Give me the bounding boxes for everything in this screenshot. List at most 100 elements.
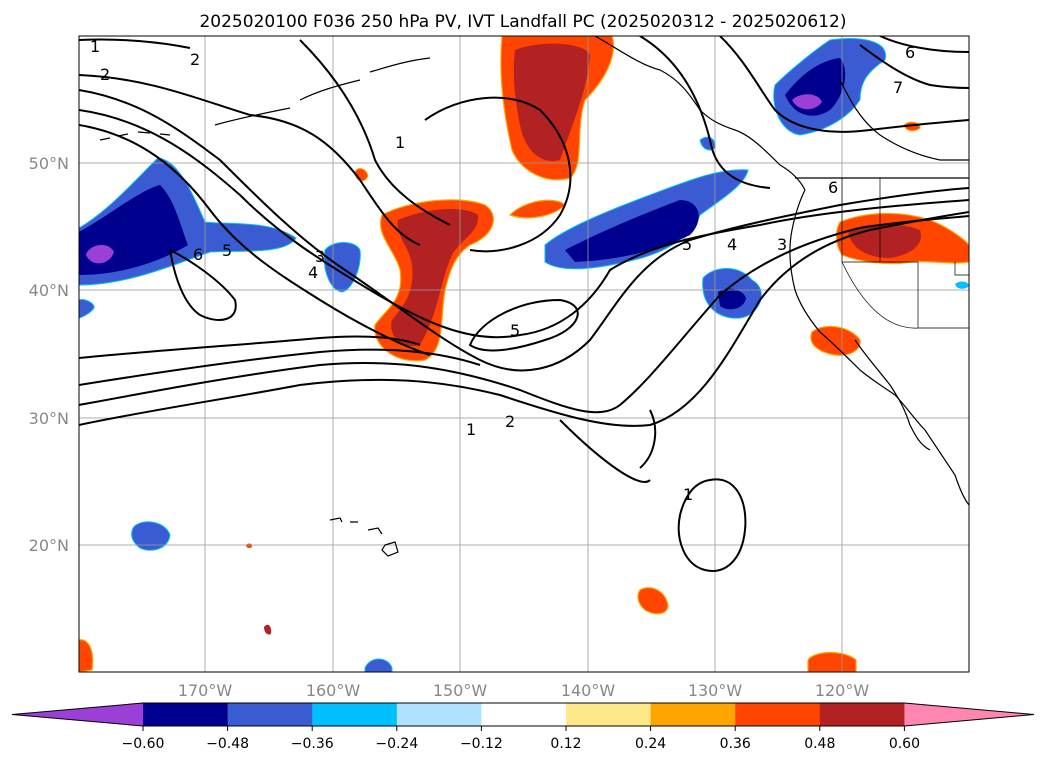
colorbar-segment xyxy=(819,703,905,726)
canada-inlet xyxy=(839,79,969,161)
contour-label: 6 xyxy=(828,178,838,197)
contour-central-1 xyxy=(424,96,572,253)
state-borders xyxy=(841,178,969,329)
colorbar-segment xyxy=(396,703,482,726)
neg-region-hawaii xyxy=(131,521,171,551)
neg-region-west-purple xyxy=(86,244,114,264)
colorbar-tick-label: 0.12 xyxy=(550,736,581,752)
colorbar-tick-label: −0.24 xyxy=(375,736,418,752)
contour-jet-4 xyxy=(79,335,421,359)
contour-labels: 1 2 2 1 6 7 6 5 4 3 6 5 3 4 5 1 2 1 xyxy=(90,37,915,504)
colorbar: −0.60 −0.48 −0.36 −0.24 −0.12 0.12 0.24 0.36 0.4… xyxy=(11,702,1035,752)
map-frame xyxy=(78,35,970,673)
contour-label: 1 xyxy=(395,133,405,152)
colorbar-tick-label: −0.12 xyxy=(460,736,503,752)
pos-region-central-core xyxy=(391,208,479,346)
pos-region-south-3 xyxy=(79,639,94,672)
colorbar-segment xyxy=(735,703,821,726)
contour-label: 3 xyxy=(777,235,787,254)
lat-label: 40°N xyxy=(29,281,69,300)
contour-ridge-east-3 xyxy=(859,44,969,89)
lon-label: 120°W xyxy=(815,681,870,700)
latitude-labels: 50°N 40°N 30°N 20°N xyxy=(29,154,69,555)
coastlines xyxy=(99,36,969,557)
colorbar-segment xyxy=(312,703,398,726)
neg-region-north-purple xyxy=(792,94,822,110)
lon-label: 160°W xyxy=(306,681,361,700)
contour-1-central-north xyxy=(299,39,451,226)
neg-region-small-west xyxy=(79,299,95,319)
colorbar-tick-label: −0.48 xyxy=(206,736,249,752)
contour-label: 4 xyxy=(308,263,318,282)
colorbar-segment xyxy=(227,703,313,726)
lon-label: 140°W xyxy=(561,681,616,700)
colorbar-segment xyxy=(650,703,736,726)
colorbar-tick-label: −0.36 xyxy=(291,736,334,752)
lat-label: 20°N xyxy=(29,536,69,555)
contour-1-north xyxy=(79,38,191,49)
contour-loop-5 xyxy=(468,298,579,352)
lon-label: 150°W xyxy=(433,681,488,700)
contour-label: 3 xyxy=(315,247,325,266)
lon-label: 170°W xyxy=(178,681,233,700)
neg-region-dot xyxy=(955,281,969,289)
colorbar-extend-max xyxy=(904,703,1034,726)
pos-region-south-1 xyxy=(637,587,669,615)
pos-region-north-core xyxy=(513,43,590,161)
neg-region-130w-core xyxy=(718,288,746,310)
contour-trough-2 xyxy=(79,109,969,339)
contour-ridge-east-4 xyxy=(879,36,969,53)
colorbar-tick-label: −0.60 xyxy=(122,736,165,752)
contour-label: 5 xyxy=(222,241,232,260)
alaska-coast xyxy=(594,36,806,191)
contour-label: 5 xyxy=(510,321,520,340)
contour-label: 1 xyxy=(683,485,693,504)
contour-label: 6 xyxy=(905,43,915,62)
contour-2-northwest xyxy=(79,74,421,246)
lat-label: 30°N xyxy=(29,409,69,428)
contour-jet-3 xyxy=(79,348,481,386)
contour-ridge-east-2 xyxy=(719,36,969,133)
contour-west-loop xyxy=(169,249,237,321)
negative-anomaly-regions xyxy=(79,38,969,672)
pos-region-california-core xyxy=(848,224,921,258)
pos-region-dot-3 xyxy=(264,624,272,635)
colorbar-segment xyxy=(143,703,229,726)
contour-south-loop xyxy=(559,409,657,483)
colorbar-tick-label: 0.24 xyxy=(635,736,666,752)
contour-label: 1 xyxy=(90,37,100,56)
map-panel: 1 2 2 1 6 7 6 5 4 3 6 5 3 4 5 1 2 1 xyxy=(78,35,970,673)
contour-label: 7 xyxy=(893,78,903,97)
neg-region-south xyxy=(364,658,393,672)
colorbar-tick-label: 0.36 xyxy=(720,736,751,752)
baja-peninsula xyxy=(854,339,931,451)
hawaii-islands xyxy=(329,517,399,557)
contour-label: 4 xyxy=(727,235,737,254)
contour-jet-1 xyxy=(79,211,969,427)
colorbar-extend-min xyxy=(12,703,143,726)
longitude-labels: 170°W 160°W 150°W 140°W 130°W 120°W xyxy=(178,681,870,700)
neg-region-140w-core xyxy=(565,200,699,262)
contour-label: 2 xyxy=(190,50,200,69)
colorbar-segment xyxy=(566,703,652,726)
contour-trough-1 xyxy=(79,89,969,372)
colorbar-tick-label: 0.60 xyxy=(889,736,920,752)
contour-label: 6 xyxy=(193,245,203,264)
lat-label: 50°N xyxy=(29,154,69,173)
contour-ridge-east-1 xyxy=(639,36,771,189)
contour-jet-2 xyxy=(79,215,969,414)
contour-label: 1 xyxy=(466,420,476,439)
lon-label: 130°W xyxy=(688,681,743,700)
colorbar-tick-label: 0.48 xyxy=(804,736,835,752)
gridlines xyxy=(79,36,969,672)
positive-anomaly-regions xyxy=(79,36,969,672)
figure-title: 2025020100 F036 250 hPa PV, IVT Landfall… xyxy=(199,12,846,32)
pos-region-baja xyxy=(810,325,861,356)
west-coast xyxy=(789,189,969,506)
contour-trough-3 xyxy=(79,124,431,356)
contour-low-1 xyxy=(677,478,747,572)
contour-label: 2 xyxy=(100,65,110,84)
pos-region-south-2 xyxy=(807,651,857,672)
pv-contours xyxy=(79,36,969,572)
